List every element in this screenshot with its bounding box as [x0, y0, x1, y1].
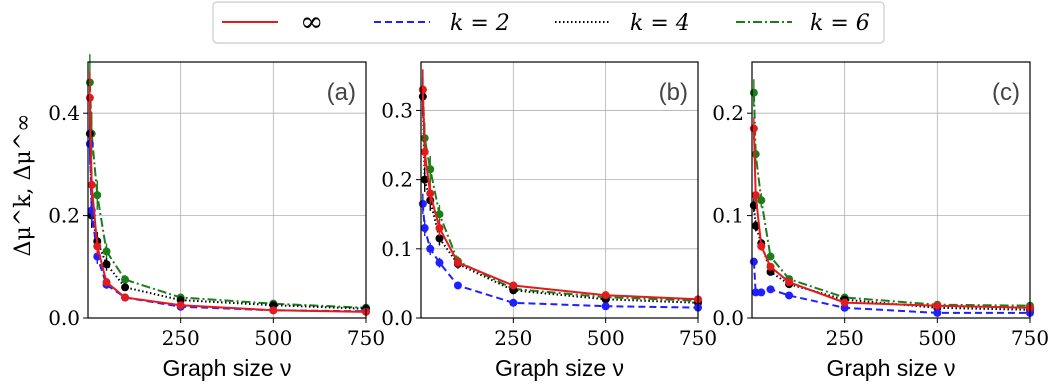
data-point [749, 124, 758, 133]
data-point [102, 247, 111, 256]
y-tick-label: 0.1 [381, 237, 413, 261]
data-point [766, 252, 775, 261]
panel-label: (a) [327, 79, 356, 106]
data-point [85, 93, 94, 102]
series-line-k2 [88, 143, 367, 313]
panel-label: (c) [992, 79, 1020, 106]
legend: ∞ k = 2 k = 4 k = 6 [212, 1, 885, 44]
data-point [418, 199, 427, 208]
panel-a: 250 500 750 0.0 0.2 0.4 Graph size ν (a) [48, 54, 385, 381]
panel-b: 250 500 750 0.0 0.1 0.2 0.3 Graph size ν (b) [381, 61, 717, 381]
data-point [933, 308, 942, 317]
data-point [785, 278, 794, 287]
data-point [751, 288, 760, 297]
data-point [751, 191, 760, 200]
x-tick-label: 250 [162, 326, 200, 350]
shared-y-axis-label: Δμ^k, Δμ^∞ [11, 114, 36, 257]
data-point [751, 150, 760, 159]
axes-frame [87, 61, 367, 319]
legend-label-k4: k = 4 [630, 11, 690, 36]
y-tick-label: 0.0 [381, 306, 413, 330]
series-line-k4 [752, 205, 1031, 311]
data-point [87, 180, 96, 189]
data-point [785, 291, 794, 300]
data-point [509, 281, 518, 290]
x-tick-label: 750 [1011, 326, 1049, 350]
data-point [766, 285, 775, 294]
data-point [757, 288, 766, 297]
y-tick-label: 0.2 [381, 168, 413, 192]
y-tick-label: 0.0 [48, 306, 80, 330]
data-point [840, 298, 849, 307]
data-point [601, 291, 610, 300]
axes-frame [420, 61, 699, 319]
data-point [121, 293, 130, 302]
data-point [435, 210, 444, 219]
data-point [601, 302, 610, 311]
data-point [757, 242, 766, 251]
series-line-k6 [88, 82, 367, 309]
series-line-k6 [421, 89, 699, 302]
legend-frame [212, 1, 885, 44]
y-tick-label: 0.2 [48, 204, 80, 228]
x-tick-label: 500 [918, 326, 956, 350]
data-point [420, 175, 429, 184]
x-tick-label: 250 [826, 326, 864, 350]
data-point [749, 88, 758, 97]
data-point [933, 301, 942, 310]
x-tick-label: 500 [587, 326, 625, 350]
series-line-k2 [752, 261, 1030, 314]
series-line-k4 [421, 96, 699, 304]
data-point [121, 275, 130, 284]
panel-label: (b) [659, 79, 688, 106]
y-tick-label: 0.2 [712, 101, 744, 125]
data-point [453, 258, 462, 267]
data-point [418, 85, 427, 94]
data-point [509, 298, 518, 307]
x-tick-label: 750 [679, 326, 717, 350]
data-point [93, 242, 102, 251]
data-point [435, 224, 444, 233]
series-line-inf [752, 128, 1031, 309]
data-point [426, 244, 435, 253]
data-point [420, 147, 429, 156]
x-axis-label: Graph size ν [162, 355, 291, 381]
data-point [420, 224, 429, 233]
y-tick-label: 0.3 [381, 98, 413, 122]
series-line-k2 [421, 203, 699, 309]
data-point [751, 221, 760, 230]
series-line-k6 [752, 92, 1031, 307]
data-point [426, 189, 435, 198]
data-point [176, 301, 185, 310]
x-tick-label: 500 [254, 326, 292, 350]
data-point [121, 283, 130, 292]
y-tick-label: 0.1 [712, 204, 744, 228]
x-axis-label: Graph size ν [495, 355, 624, 381]
data-point [93, 191, 102, 200]
y-tick-label: 0.4 [48, 101, 80, 125]
series-line-k4 [88, 133, 367, 310]
data-point [102, 278, 111, 287]
data-point [757, 196, 766, 205]
data-point [453, 281, 462, 290]
data-point [102, 260, 111, 269]
data-point [269, 306, 278, 315]
series-line-inf [88, 97, 367, 313]
legend-label-k6: k = 6 [810, 11, 870, 36]
series-line-inf [421, 89, 699, 301]
panel-c: 250 500 750 0.0 0.1 0.2 Graph size ν (c) [712, 61, 1049, 381]
legend-label-inf: ∞ [300, 5, 323, 38]
axes-frame [751, 61, 1031, 319]
data-point [749, 257, 758, 266]
data-point [435, 234, 444, 243]
x-tick-label: 250 [494, 326, 532, 350]
data-point [766, 262, 775, 271]
legend-label-k2: k = 2 [450, 11, 510, 36]
x-axis-label: Graph size ν [826, 355, 955, 381]
y-tick-label: 0.0 [712, 306, 744, 330]
x-tick-label: 750 [347, 326, 385, 350]
data-point [435, 258, 444, 267]
